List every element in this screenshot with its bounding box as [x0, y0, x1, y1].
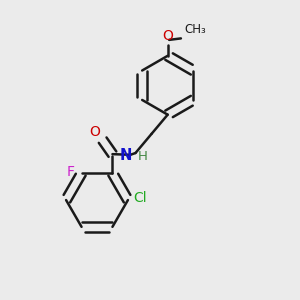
Text: F: F — [67, 165, 74, 179]
Text: O: O — [162, 29, 173, 43]
Text: CH₃: CH₃ — [185, 23, 206, 36]
Text: H: H — [138, 150, 148, 163]
Text: O: O — [89, 125, 100, 139]
Text: Cl: Cl — [133, 191, 147, 205]
Text: N: N — [120, 148, 132, 163]
